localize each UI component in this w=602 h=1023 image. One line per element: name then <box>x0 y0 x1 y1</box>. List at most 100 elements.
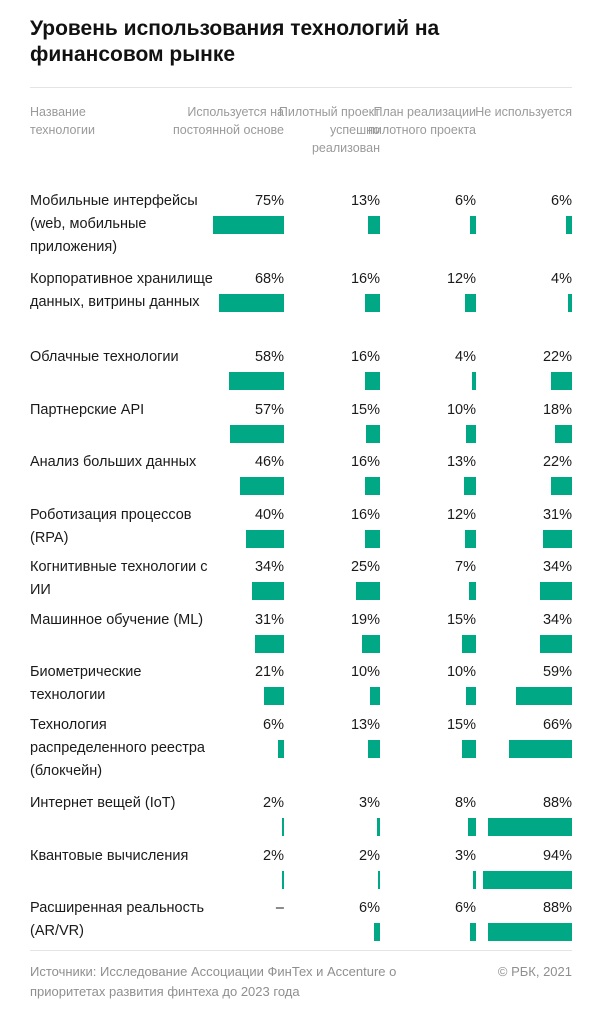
bar-permanent <box>246 530 284 548</box>
bar-pilot-success <box>366 425 380 443</box>
value-label-not-used: 88% <box>542 795 572 811</box>
value-label-permanent: 57% <box>254 402 284 418</box>
bar-pilot-plan <box>469 582 476 600</box>
value-label-pilot-plan: 6% <box>455 900 476 916</box>
bar-not-used <box>509 740 572 758</box>
value-label-not-used: 59% <box>542 664 572 680</box>
technology-label: Машинное обучение (ML) <box>30 612 204 628</box>
value-label-pilot-success: 2% <box>359 848 380 864</box>
header-technology-name: Название технологии <box>30 105 96 137</box>
bar-not-used <box>566 216 572 234</box>
bar-pilot-plan <box>470 923 476 941</box>
value-label-not-used: 4% <box>551 271 572 287</box>
bar-pilot-success <box>365 372 380 390</box>
source-note: Источники: Исследование Ассоциации ФинТе… <box>30 964 397 999</box>
bar-not-used <box>555 425 572 443</box>
header-permanent-use: Используется на постоянной основе <box>173 105 284 137</box>
value-label-pilot-success: 25% <box>350 559 380 575</box>
value-label-pilot-success: 16% <box>350 454 380 470</box>
header-pilot-plan: План реализации пилотного проекта <box>368 105 476 137</box>
value-label-pilot-plan: 6% <box>455 193 476 209</box>
bar-permanent <box>240 477 284 495</box>
bar-permanent <box>278 740 284 758</box>
value-label-pilot-plan: 15% <box>446 717 476 733</box>
bar-pilot-success <box>362 635 380 653</box>
value-label-pilot-plan: 12% <box>446 271 476 287</box>
value-label-pilot-plan: 3% <box>455 848 476 864</box>
bar-pilot-success <box>368 740 380 758</box>
bar-pilot-plan <box>466 425 476 443</box>
bar-not-used <box>568 294 572 312</box>
bar-not-used <box>551 372 572 390</box>
bar-pilot-plan <box>465 294 476 312</box>
bar-not-used <box>483 871 572 889</box>
value-label-permanent: 75% <box>254 193 284 209</box>
value-label-permanent: 34% <box>254 559 284 575</box>
value-label-pilot-success: 3% <box>359 795 380 811</box>
technology-label: Интернет вещей (IoT) <box>30 795 176 811</box>
bar-pilot-plan <box>462 740 476 758</box>
chart-title: Уровень использования технологий на фина… <box>30 17 440 66</box>
value-label-pilot-plan: 7% <box>455 559 476 575</box>
value-label-pilot-plan: 8% <box>455 795 476 811</box>
technology-label: Расширенная реальность (AR/VR) <box>30 900 205 939</box>
technology-label: Когнитивные технологии с ИИ <box>30 559 208 598</box>
value-label-permanent: 2% <box>263 848 284 864</box>
value-label-pilot-success: 6% <box>359 900 380 916</box>
bar-pilot-plan <box>464 477 476 495</box>
value-label-permanent: 68% <box>254 271 284 287</box>
value-label-permanent: – <box>275 900 284 916</box>
bar-pilot-plan <box>462 635 476 653</box>
value-label-not-used: 94% <box>542 848 572 864</box>
top-divider <box>30 87 572 88</box>
value-label-not-used: 88% <box>542 900 572 916</box>
bar-pilot-plan <box>465 530 476 548</box>
value-label-pilot-success: 15% <box>350 402 380 418</box>
value-label-pilot-success: 16% <box>350 271 380 287</box>
bar-not-used <box>516 687 572 705</box>
bar-permanent <box>229 372 284 390</box>
bar-not-used <box>543 530 572 548</box>
value-label-not-used: 66% <box>542 717 572 733</box>
copyright: © РБК, 2021 <box>497 964 572 979</box>
header-not-used: Не используется <box>475 105 572 119</box>
bar-pilot-plan <box>470 216 476 234</box>
value-label-pilot-plan: 4% <box>455 349 476 365</box>
technology-label: Роботизация процессов (RPA) <box>30 507 192 546</box>
bar-pilot-success <box>365 530 380 548</box>
technology-label: Квантовые вычисления <box>30 848 189 864</box>
value-label-pilot-success: 19% <box>350 612 380 628</box>
technology-label: Корпоративное хранилище данных, витрины … <box>30 271 213 310</box>
value-label-permanent: 21% <box>254 664 284 680</box>
value-label-pilot-plan: 12% <box>446 507 476 523</box>
bar-not-used <box>488 818 572 836</box>
technology-label: Мобильные интерфейсы (web, мобильные при… <box>30 193 198 255</box>
bar-permanent <box>255 635 284 653</box>
value-label-pilot-success: 13% <box>350 717 380 733</box>
value-label-pilot-plan: 15% <box>446 612 476 628</box>
value-label-permanent: 40% <box>254 507 284 523</box>
technology-label: Облачные технологии <box>30 349 179 365</box>
bar-pilot-success <box>356 582 380 600</box>
bar-pilot-success <box>368 216 380 234</box>
bar-pilot-plan <box>468 818 476 836</box>
value-label-permanent: 6% <box>263 717 284 733</box>
bar-permanent <box>282 818 284 836</box>
technology-label: Биометрические технологии <box>30 664 142 703</box>
bar-permanent <box>213 216 284 234</box>
bar-permanent <box>252 582 284 600</box>
value-label-permanent: 46% <box>254 454 284 470</box>
bar-not-used <box>551 477 572 495</box>
bar-permanent <box>282 871 284 889</box>
bar-pilot-success <box>370 687 380 705</box>
bar-pilot-success <box>365 477 380 495</box>
bar-permanent <box>264 687 284 705</box>
value-label-not-used: 22% <box>542 454 572 470</box>
value-label-pilot-success: 16% <box>350 507 380 523</box>
header-pilot-success: Пилотный проект успешно реализован <box>278 105 380 155</box>
bar-not-used <box>540 635 572 653</box>
value-label-not-used: 34% <box>542 559 572 575</box>
bar-pilot-success <box>365 294 380 312</box>
technology-label: Партнерские API <box>30 402 145 418</box>
value-label-not-used: 6% <box>551 193 572 209</box>
